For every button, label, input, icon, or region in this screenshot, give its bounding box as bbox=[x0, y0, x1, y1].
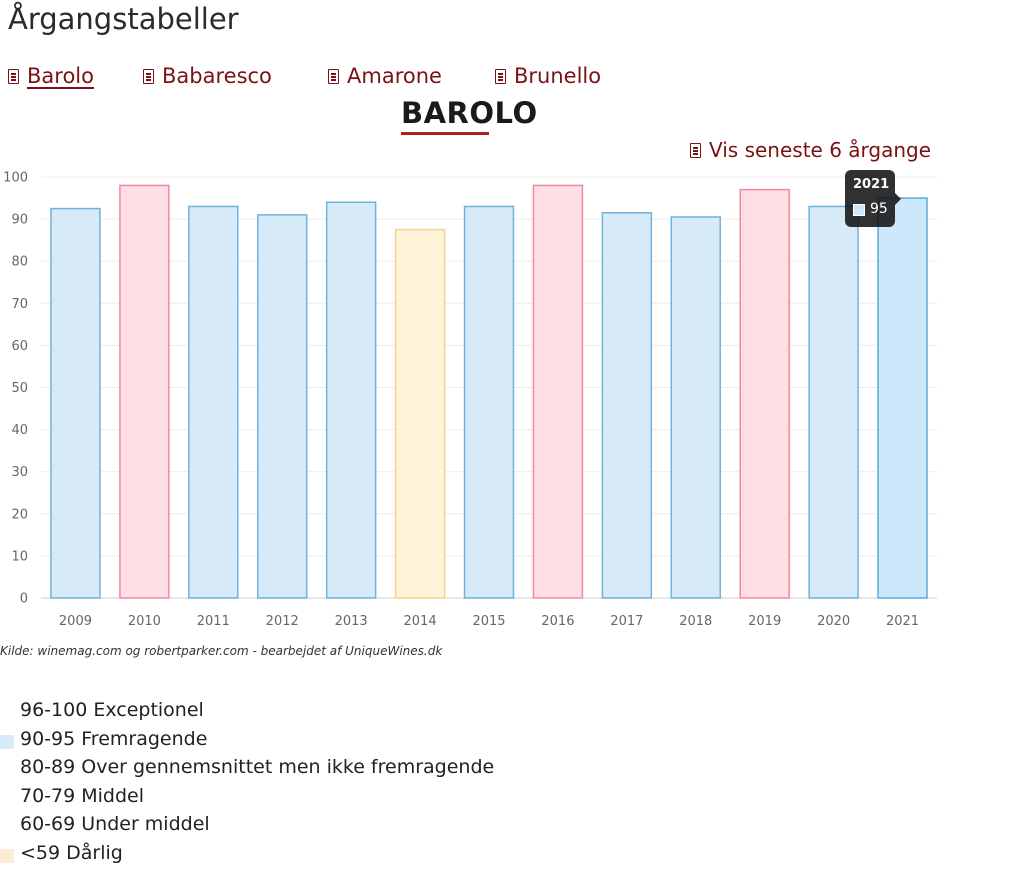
x-tick-label: 2013 bbox=[335, 614, 368, 629]
x-tick-label: 2020 bbox=[817, 614, 850, 629]
x-tick-label: 2014 bbox=[404, 614, 437, 629]
legend-swatch bbox=[0, 706, 14, 720]
nav-link-label: Amarone bbox=[347, 64, 442, 88]
nav-link-label: Barolo bbox=[27, 64, 94, 88]
bar-2017 bbox=[601, 212, 653, 599]
legend-label: 90-95 Fremragende bbox=[20, 727, 208, 750]
x-tick-label: 2012 bbox=[266, 614, 299, 629]
nav-link-brunello[interactable]: Brunello bbox=[495, 64, 601, 88]
nav-link-label: Brunello bbox=[514, 64, 602, 88]
bar-2021 bbox=[877, 197, 928, 599]
bar-2018 bbox=[670, 216, 721, 599]
document-icon bbox=[328, 69, 339, 84]
nav-link-amarone[interactable]: Amarone bbox=[328, 64, 442, 88]
tooltip-title: 2021 bbox=[853, 177, 890, 192]
legend-label: 70-79 Middel bbox=[20, 784, 145, 807]
legend-swatch bbox=[0, 763, 14, 777]
y-tick-label: 80 bbox=[11, 255, 28, 270]
y-tick-label: 10 bbox=[11, 549, 28, 564]
legend-label: 96-100 Exceptionel bbox=[20, 699, 204, 721]
x-tick-label: 2011 bbox=[197, 614, 230, 629]
y-tick-label: 100 bbox=[3, 171, 28, 186]
x-tick-label: 2009 bbox=[59, 614, 92, 629]
document-icon bbox=[143, 69, 154, 84]
y-tick-label: 70 bbox=[11, 297, 28, 312]
bar-2014 bbox=[394, 228, 446, 599]
y-tick-label: 50 bbox=[11, 381, 28, 396]
legend-label: 60-69 Under middel bbox=[20, 813, 210, 836]
chart-tooltip: 2021 95 bbox=[845, 170, 901, 227]
bar-2015 bbox=[463, 205, 515, 599]
bar-2016 bbox=[532, 184, 584, 599]
heading-underline bbox=[401, 132, 489, 135]
bar-2009 bbox=[50, 207, 101, 599]
source-note: Kilde: winemag.com og robertparker.com -… bbox=[0, 644, 443, 658]
show-latest-vintages-label: Vis seneste 6 årgange bbox=[709, 138, 932, 162]
document-icon bbox=[495, 69, 506, 84]
legend-swatch bbox=[0, 820, 14, 834]
nav-link-barolo[interactable]: Barolo bbox=[8, 64, 94, 88]
legend-swatch bbox=[0, 734, 14, 749]
x-tick-label: 2021 bbox=[886, 614, 919, 629]
x-tick-label: 2017 bbox=[610, 614, 643, 629]
y-tick-label: 0 bbox=[20, 592, 28, 607]
y-tick-label: 40 bbox=[11, 423, 28, 438]
bar-2010 bbox=[119, 184, 170, 599]
nav-link-babaresco[interactable]: Babaresco bbox=[143, 64, 272, 88]
y-tick-label: 20 bbox=[11, 507, 28, 522]
x-tick-label: 2010 bbox=[128, 614, 161, 629]
bar-2013 bbox=[325, 201, 377, 599]
bar-2019 bbox=[739, 188, 790, 599]
legend-label: 80-89 Over gennemsnittet men ikke fremra… bbox=[20, 756, 495, 779]
bar-2011 bbox=[188, 205, 239, 599]
x-tick-label: 2018 bbox=[679, 614, 712, 629]
legend-label: <59 Dårlig bbox=[20, 841, 123, 864]
y-tick-label: 90 bbox=[11, 213, 28, 228]
tooltip-swatch bbox=[853, 204, 865, 216]
x-tick-label: 2016 bbox=[541, 614, 574, 629]
y-tick-label: 30 bbox=[11, 465, 28, 480]
x-tick-label: 2019 bbox=[748, 614, 781, 629]
x-tick-label: 2015 bbox=[472, 614, 505, 629]
legend-swatch bbox=[0, 792, 14, 806]
bar-2020 bbox=[808, 205, 859, 599]
vintage-bar-chart: 0 10 20 30 40 50 60 70 80 90 100 2009 2010 2011 2012 20… bbox=[3, 171, 937, 629]
bar-2012 bbox=[257, 214, 308, 599]
document-icon bbox=[690, 143, 701, 158]
page-title: Årgangstabeller bbox=[8, 2, 239, 36]
document-icon bbox=[8, 69, 19, 84]
tooltip-value: 95 bbox=[870, 201, 888, 217]
chart-heading: BAROLO bbox=[401, 96, 538, 130]
show-latest-vintages-link[interactable]: Vis seneste 6 årgange bbox=[690, 138, 931, 162]
y-tick-label: 60 bbox=[11, 339, 28, 354]
legend-swatch bbox=[0, 848, 14, 863]
nav-link-label: Babaresco bbox=[162, 64, 272, 88]
